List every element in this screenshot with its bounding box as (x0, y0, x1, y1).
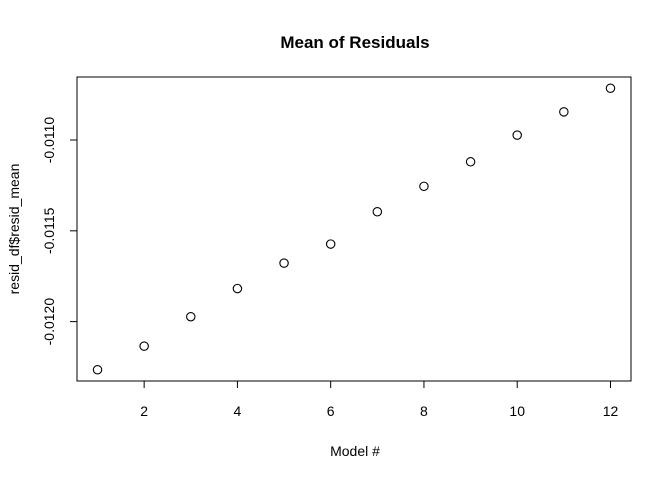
x-tick-label: 2 (140, 403, 148, 419)
x-tick-label: 12 (603, 403, 619, 419)
x-tick-label: 8 (420, 403, 428, 419)
y-axis: -0.0120 -0.0115 -0.0110 (41, 117, 77, 346)
data-point (465, 157, 476, 167)
data-point (559, 107, 569, 117)
data-point (279, 258, 289, 268)
data-point (92, 364, 103, 375)
chart-title: Mean of Residuals (280, 33, 429, 52)
y-tick-label: -0.0110 (41, 117, 57, 164)
data-point (325, 239, 336, 249)
x-tick-label: 10 (509, 403, 525, 419)
y-tick-label: -0.0120 (41, 298, 57, 346)
x-axis-label: Model # (330, 443, 380, 459)
x-axis: 2 4 6 8 10 12 (140, 381, 618, 419)
y-tick-label: -0.0115 (41, 207, 57, 254)
data-point (419, 181, 429, 192)
plot-frame (76, 76, 632, 382)
data-point (605, 83, 616, 94)
data-point (186, 311, 196, 322)
data-point (139, 341, 149, 351)
data-points (92, 83, 616, 375)
data-point (512, 130, 522, 140)
x-tick-label: 6 (327, 403, 335, 419)
x-tick-label: 4 (234, 403, 242, 419)
data-point (372, 206, 383, 217)
data-point (232, 283, 243, 294)
y-axis-label: resid_df$resid_mean (6, 164, 22, 295)
